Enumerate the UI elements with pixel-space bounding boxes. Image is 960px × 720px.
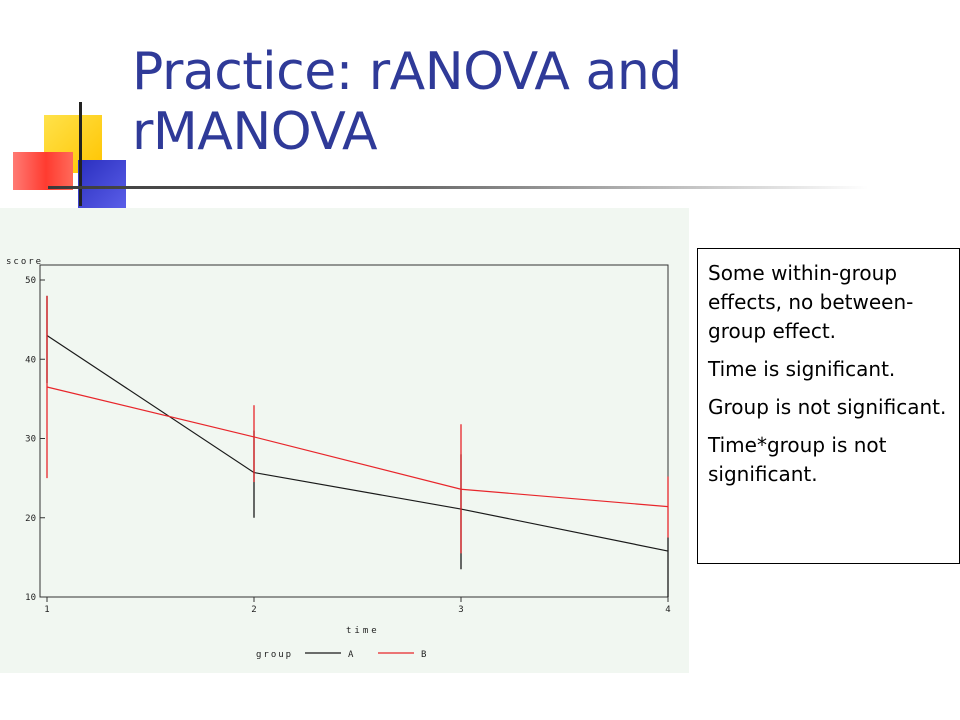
note-paragraph-group: Group is not significant.: [708, 395, 947, 419]
decor-vertical-line: [79, 102, 82, 206]
x-axis-label: time: [346, 626, 380, 636]
y-tick-label: 20: [25, 514, 36, 524]
x-tick-label: 4: [665, 605, 670, 615]
page-title: Practice: rANOVA and rMANOVA: [132, 42, 682, 162]
plot-frame: [39, 264, 669, 598]
x-tick-label: 3: [458, 605, 463, 615]
decor-red-square: [13, 152, 73, 190]
y-tick-label: 40: [25, 355, 36, 365]
legend-title: group: [256, 650, 293, 660]
y-tick-label: 50: [25, 276, 36, 286]
note-box: Some within-group effects, no between-gr…: [697, 248, 960, 564]
decor-blue-square: [78, 160, 126, 208]
series-layer: [46, 295, 669, 597]
series-line-a: [46, 334, 669, 552]
y-axis-label: score: [6, 257, 43, 267]
x-tick-label: 2: [251, 605, 256, 615]
note-paragraph-within-effects: Some within-group effects, no between-gr…: [708, 261, 914, 343]
x-tick-label: 1: [44, 605, 49, 615]
legend-label-b: B: [421, 650, 426, 660]
note-paragraph-time: Time is significant.: [708, 357, 896, 381]
axis-ticks: 10 20 30 40 50 1 2 3 4: [25, 276, 671, 615]
note-paragraph-interaction: Time*group is not significant.: [708, 433, 887, 486]
y-tick-label: 30: [25, 435, 36, 445]
legend-label-a: A: [348, 650, 354, 660]
title-divider: [48, 186, 868, 189]
y-tick-label: 10: [25, 593, 36, 603]
series-line-b: [46, 386, 669, 508]
